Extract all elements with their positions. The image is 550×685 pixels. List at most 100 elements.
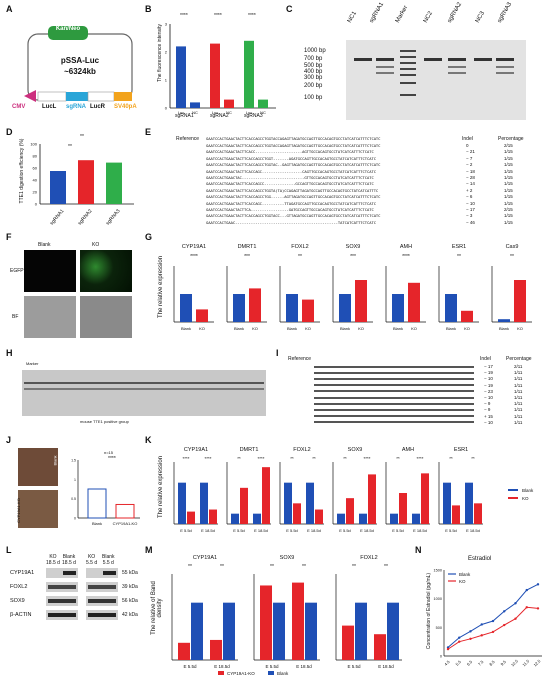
chart-k-xtick: E 18.5d xyxy=(360,528,374,533)
align-e-row-seq: GAATCCACTGAACTACTTCACCAGCCTGGT-------AGA… xyxy=(206,155,376,161)
chart-n-point xyxy=(536,583,540,586)
chart-g-sig: ** xyxy=(457,254,461,260)
chart-b-xtick: Luc xyxy=(246,110,252,115)
chart-n-point xyxy=(458,640,461,643)
chart-b-group-3: sgRNA3 xyxy=(244,113,263,119)
chart-n-title: Estradiol xyxy=(468,556,492,562)
plasmid-name: pSSA-Luc xyxy=(60,56,100,65)
chart-n-point xyxy=(525,606,528,609)
chart-k-bar xyxy=(293,503,301,524)
gel-c-lane-nc2: NC2 xyxy=(422,10,435,24)
chart-k-bar xyxy=(178,482,186,524)
chart-g-xtick: KO xyxy=(305,326,311,331)
chart-m-ylabel: The relative of Band density xyxy=(151,581,163,635)
wb-l-col-blank-5: Blank 5.5 d xyxy=(102,554,115,566)
ladder-300: 300 bp xyxy=(304,75,323,81)
align-e-row-indel: 0 xyxy=(466,143,469,148)
chart-j-ytick: 0.5 xyxy=(71,497,76,501)
align-i-row-indel: − 10 xyxy=(484,395,493,400)
chart-m-bar xyxy=(191,602,203,660)
chart-m-gene-title: FOXL2 xyxy=(360,555,377,561)
chart-k-ylabel: The relative expression xyxy=(158,455,164,519)
chart-n-point xyxy=(514,617,517,620)
align-e-row-seq: GAATCCACTGAACTACTTCACCAGCCTGGTACC---GTTA… xyxy=(206,213,381,219)
panel-letter-m: M xyxy=(145,545,153,555)
chart-g-sig: ** xyxy=(298,254,302,260)
chart-d-ytick: 20 xyxy=(33,190,38,195)
wb-l-col-blank-18-b: 18.5 d xyxy=(62,560,76,566)
chart-m-gene-title: CYP19A1 xyxy=(193,555,217,561)
chart-b-ytick: 0 xyxy=(165,106,168,111)
align-e-row-indel: − 10 xyxy=(466,200,475,206)
chart-n-point xyxy=(480,623,483,626)
align-i-row-seq xyxy=(314,365,474,368)
chart-n-ytick: 1500 xyxy=(434,569,442,573)
align-e-row-seq: GAATCCACTGAACTACTTCACCAGC----------TTAGA… xyxy=(206,200,376,206)
chart-g-bar xyxy=(392,294,404,322)
panel-c-gel: NC1 sgRNA1 Marker NC2 sgRNA2 NC3 sgRNA3 … xyxy=(290,2,545,120)
chart-n-xtick: 4.5 xyxy=(443,659,451,667)
align-e-row-seq: GAATCCACTGAACTACTTCACCAGCCTGGTACCAGAGTTA… xyxy=(206,143,381,148)
chart-j-ytick: 1 xyxy=(74,478,76,482)
chart-d-bar xyxy=(50,171,66,204)
img-f-egfp-ko xyxy=(80,250,132,292)
gel-c-lane-nc3: NC3 xyxy=(474,10,487,24)
align-i-row-pct: 1/11 xyxy=(514,382,523,388)
gel-c-lane-sgrna3: sgRNA3 xyxy=(496,1,514,24)
align-i-row-indel: − 17 xyxy=(484,364,493,369)
chart-g-sig: ** xyxy=(510,254,514,260)
wb-l-kda-4: 42 kDa xyxy=(122,612,138,618)
chart-g-xtick: Blank xyxy=(393,326,403,331)
chart-n-legend-blank: Blank xyxy=(459,572,471,577)
wb-l-blot-cyp-5 xyxy=(86,568,118,578)
chart-k-gene-title: ESR1 xyxy=(454,447,468,453)
chart-n-ytick: 1000 xyxy=(434,597,442,601)
chart-n-xtick: 11.5 xyxy=(521,658,530,667)
chart-g-xtick: KO xyxy=(464,326,470,331)
align-e-row-pct: 1/15 xyxy=(504,194,513,200)
align-i-row-indel: − 23 xyxy=(484,388,493,394)
chart-m-sig: ** xyxy=(220,564,224,570)
align-e-row-indel: − 17 xyxy=(466,207,475,212)
align-i-row-seq xyxy=(314,408,474,411)
chart-n-point xyxy=(525,588,528,592)
chart-k-sig: **** xyxy=(416,456,423,461)
chart-k-bar xyxy=(452,505,460,524)
align-i-row-pct: 2/11 xyxy=(514,364,523,369)
chart-k-gene-title: DMRT1 xyxy=(240,447,259,453)
panel-m-chart: E 5.5d ** E 18.5d ** CYP19A1 E 5.5d ** E 18.5d *… xyxy=(148,552,410,680)
chart-k-xtick: E 5.5d xyxy=(286,528,298,533)
chart-g-ylabel: The relative expression xyxy=(158,255,164,319)
chart-n-svg: 4.5 5.5 6.5 7.5 8.5 9.5 10.5 11.5 12.5 0 500 1000 15… xyxy=(434,569,542,668)
align-e-row-pct: 1/15 xyxy=(504,213,513,219)
chart-j-n: n=15 xyxy=(104,450,114,455)
chart-m-sig: ** xyxy=(188,564,192,570)
sgrna-box xyxy=(66,92,88,101)
chart-n-ylabel: Concentration of Estradiol (pg/mL) xyxy=(426,572,432,650)
chart-n-xtick: 10.5 xyxy=(510,658,520,668)
chart-k-gene-title: SOX9 xyxy=(348,447,363,453)
chart-m-legend-ko-swatch xyxy=(218,671,224,675)
chart-g-bar xyxy=(180,294,192,322)
ladder-700: 700 bp xyxy=(304,56,323,62)
gel-h-caption: mouse TTE1 positive group xyxy=(80,419,129,424)
panel-e-alignment: Reference GAATCCACTGAACTACTTCACCAGCCTGGT… xyxy=(148,136,548,228)
chart-g-bar xyxy=(461,310,473,322)
chart-j-bar xyxy=(87,488,107,519)
chart-b-bar xyxy=(176,46,186,108)
chart-k-sig: ** xyxy=(471,456,475,461)
panel-g-chart: CYP19A1 **** Blank KO DMRT1 *** Blank KO FOXL2 **… xyxy=(148,240,548,344)
chart-m-xtick: E 18.5d xyxy=(378,664,394,669)
chart-n-xtick: 9.5 xyxy=(499,659,507,667)
align-e-row-indel: − 21 xyxy=(466,149,475,155)
chart-k-xtick: E 18.5d xyxy=(201,528,215,533)
wb-l-col-ko-5: KO 5.5 d xyxy=(86,554,97,566)
chart-g-gene-title: AMH xyxy=(400,244,412,250)
chart-k-bar xyxy=(399,493,407,524)
chart-j-xtick: Blank xyxy=(92,521,102,526)
align-i-row-seq xyxy=(314,371,474,374)
chart-j-ytick: 0 xyxy=(74,517,76,521)
chart-n-point xyxy=(446,647,450,651)
chart-b-ytick: 2 xyxy=(165,50,168,55)
align-e-row-pct: 1/15 xyxy=(504,200,513,206)
